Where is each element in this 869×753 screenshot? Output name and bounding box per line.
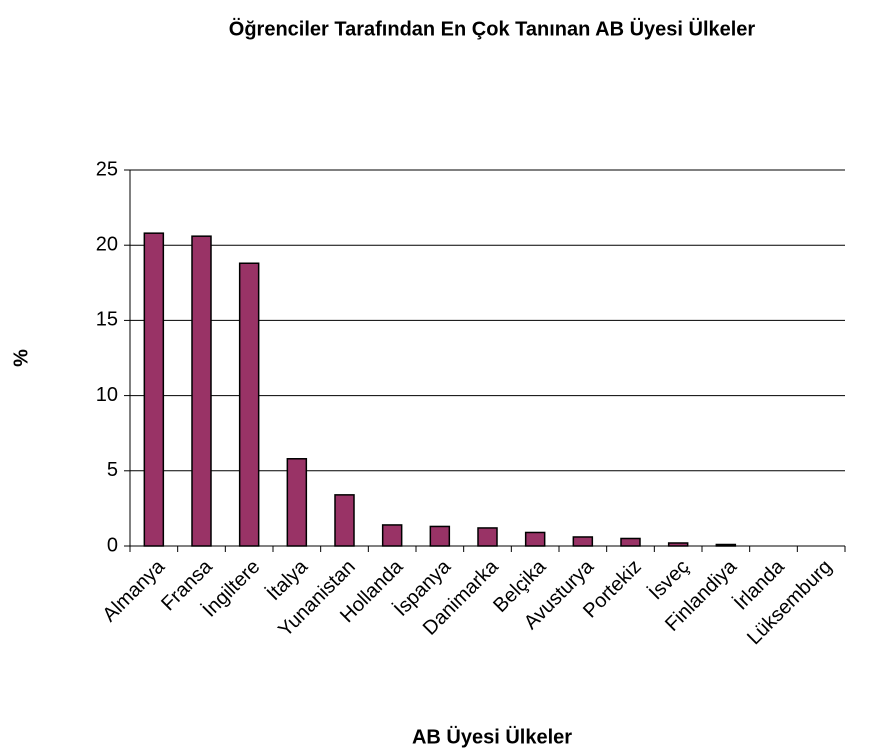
y-tick-label: 10 — [96, 384, 118, 406]
y-tick-label: 0 — [107, 534, 118, 556]
x-tick-label: Almanya — [99, 555, 170, 626]
bar — [477, 527, 498, 547]
y-axis-title: % — [10, 349, 32, 367]
chart-title: Öğrenciler Tarafından En Çok Tanınan AB … — [229, 17, 756, 40]
bar — [715, 543, 737, 547]
bar — [429, 525, 451, 547]
bar — [334, 494, 355, 547]
bar — [381, 524, 403, 547]
bar — [667, 542, 689, 547]
bar — [286, 458, 308, 547]
bar — [191, 235, 212, 547]
bar — [572, 536, 594, 547]
y-tick-label: 15 — [96, 309, 118, 331]
y-tick-label: 20 — [96, 233, 118, 255]
bar — [524, 531, 546, 547]
bar — [238, 262, 260, 547]
bar — [143, 232, 165, 547]
bar — [620, 537, 641, 547]
y-tick-label: 5 — [107, 459, 118, 481]
y-tick-label: 25 — [96, 158, 118, 180]
x-axis-title: AB Üyesi Ülkeler — [412, 725, 572, 748]
